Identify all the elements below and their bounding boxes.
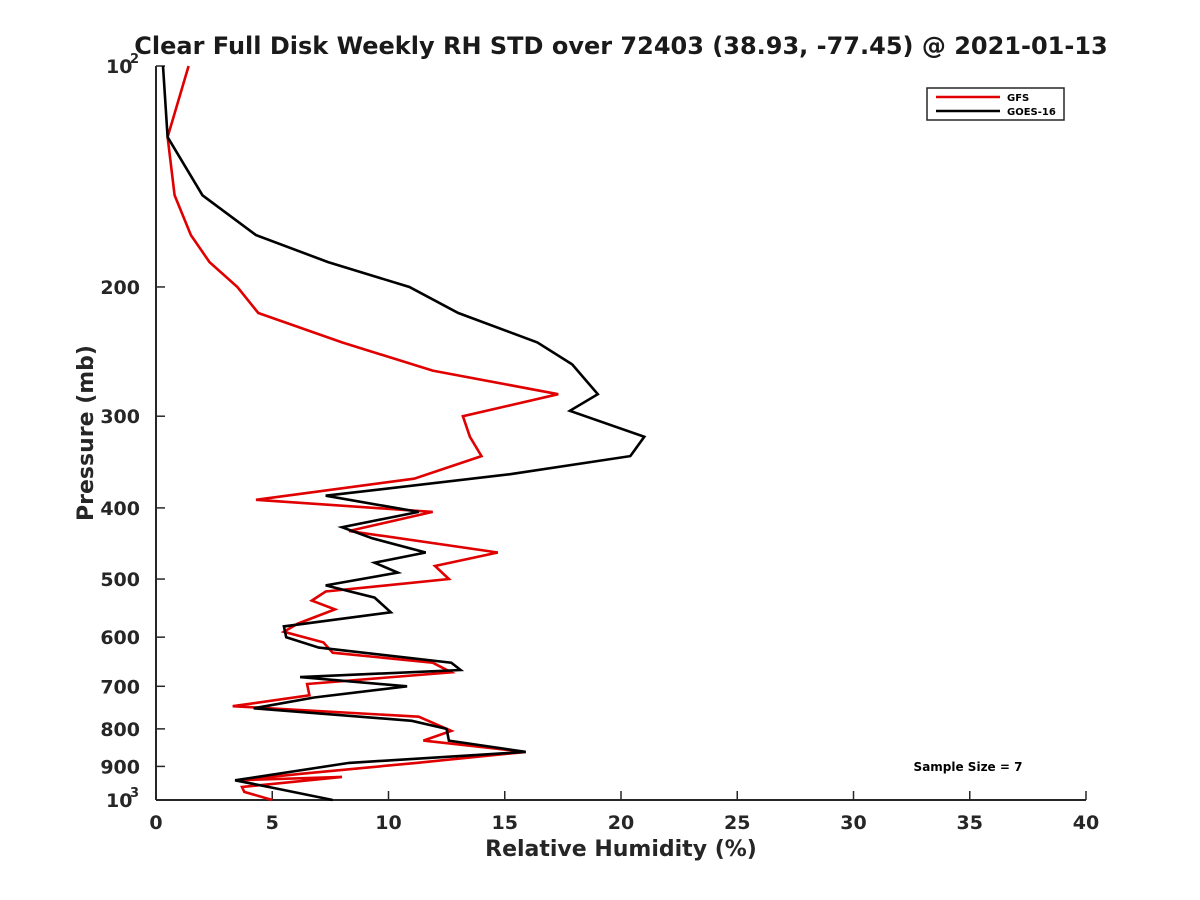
x-tick-label: 10	[375, 812, 401, 834]
y-tick-label: 400	[100, 498, 140, 520]
series-layer	[161, 65, 647, 802]
x-axis-ticks: 0 5 10 15 20 25 30 35 40	[149, 791, 1099, 834]
chart-title: Clear Full Disk Weekly RH STD over 72403…	[134, 32, 1107, 60]
y-tick-label: 10	[106, 790, 132, 812]
series-line-goes-16	[161, 65, 647, 802]
x-tick-label: 0	[149, 812, 162, 834]
x-tick-label: 15	[492, 812, 518, 834]
y-tick-label: 600	[100, 627, 140, 649]
y-tick-label: 700	[100, 676, 140, 698]
x-tick-label: 35	[957, 812, 983, 834]
y-tick-exponent: 3	[130, 786, 139, 801]
y-tick-label: 500	[100, 569, 140, 591]
sample-size-annotation: Sample Size = 7	[914, 760, 1023, 774]
legend-box	[926, 87, 1065, 121]
y-axis-label: Pressure (mb)	[74, 345, 99, 521]
legend-label-gfs: GFS	[1007, 93, 1029, 104]
y-tick-label: 200	[100, 277, 140, 299]
legend: GFS GOES-16	[926, 87, 1065, 121]
legend-label-goes-16: GOES-16	[1007, 107, 1056, 118]
x-tick-label: 20	[608, 812, 634, 834]
y-tick-exponent: 2	[130, 52, 139, 67]
y-tick-label: 900	[100, 756, 140, 778]
x-tick-label: 40	[1073, 812, 1099, 834]
x-tick-label: 5	[266, 812, 279, 834]
x-tick-label: 30	[840, 812, 866, 834]
x-tick-label: 25	[724, 812, 750, 834]
y-tick-label: 800	[100, 719, 140, 741]
x-axis-label: Relative Humidity (%)	[485, 837, 757, 862]
y-tick-label: 300	[100, 406, 140, 428]
y-tick-label: 10	[106, 56, 132, 78]
